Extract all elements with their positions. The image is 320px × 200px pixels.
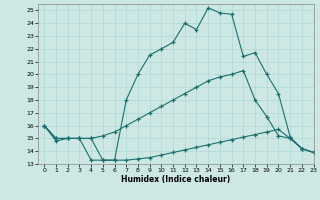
X-axis label: Humidex (Indice chaleur): Humidex (Indice chaleur) xyxy=(121,175,231,184)
